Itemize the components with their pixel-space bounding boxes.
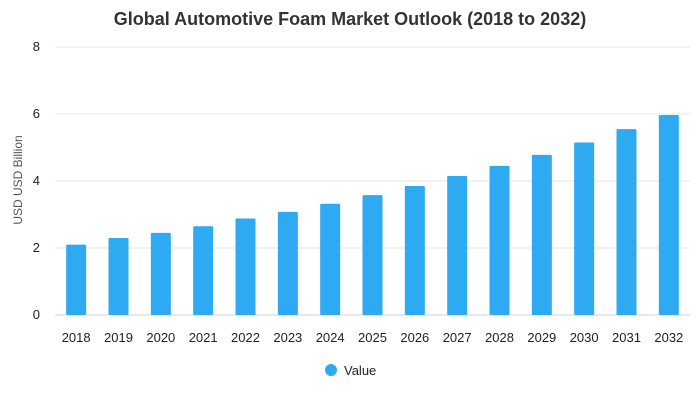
- x-tick-label: 2026: [400, 330, 429, 345]
- bar-2021[interactable]: [193, 226, 214, 315]
- x-tick-label: 2024: [316, 330, 345, 345]
- bars: [66, 115, 679, 315]
- y-tick-label: 6: [33, 106, 40, 121]
- bar-2023[interactable]: [277, 211, 298, 315]
- y-tick-label: 8: [33, 39, 40, 54]
- bar-2024[interactable]: [320, 203, 341, 315]
- bar-2031[interactable]: [616, 129, 637, 315]
- x-tick-label: 2030: [570, 330, 599, 345]
- y-tick-label: 4: [33, 173, 40, 188]
- bar-2025[interactable]: [362, 195, 383, 315]
- x-tick-label: 2020: [146, 330, 175, 345]
- x-tick-label: 2019: [104, 330, 133, 345]
- bar-2022[interactable]: [235, 218, 256, 315]
- x-tick-label: 2028: [485, 330, 514, 345]
- legend-label-value: Value: [344, 363, 376, 378]
- x-tick-label: 2031: [612, 330, 641, 345]
- bar-2032[interactable]: [658, 115, 679, 315]
- x-axis-ticks: 2018 2019 2020 2021 2022 2023 2024 2025 2026 2027…: [62, 330, 684, 345]
- bar-2018[interactable]: [66, 244, 87, 315]
- y-axis-label: USD USD Billion: [11, 135, 25, 224]
- y-axis-ticks: 0 2 4 6 8: [33, 39, 40, 322]
- x-tick-label: 2022: [231, 330, 260, 345]
- chart-title: Global Automotive Foam Market Outlook (2…: [114, 9, 586, 29]
- bar-2027[interactable]: [447, 175, 468, 315]
- x-tick-label: 2018: [62, 330, 91, 345]
- legend[interactable]: Value: [325, 363, 376, 378]
- x-tick-label: 2023: [273, 330, 302, 345]
- x-tick-label: 2032: [654, 330, 683, 345]
- bar-2019[interactable]: [108, 237, 129, 315]
- bar-2026[interactable]: [404, 186, 425, 315]
- y-tick-label: 2: [33, 240, 40, 255]
- bar-2030[interactable]: [574, 142, 595, 315]
- bar-2020[interactable]: [150, 232, 171, 315]
- x-tick-label: 2021: [189, 330, 218, 345]
- legend-swatch-value: [325, 364, 337, 376]
- x-tick-label: 2025: [358, 330, 387, 345]
- y-tick-label: 0: [33, 307, 40, 322]
- x-tick-label: 2027: [443, 330, 472, 345]
- bar-2028[interactable]: [489, 165, 510, 315]
- x-tick-label: 2029: [527, 330, 556, 345]
- bar-2029[interactable]: [531, 154, 552, 315]
